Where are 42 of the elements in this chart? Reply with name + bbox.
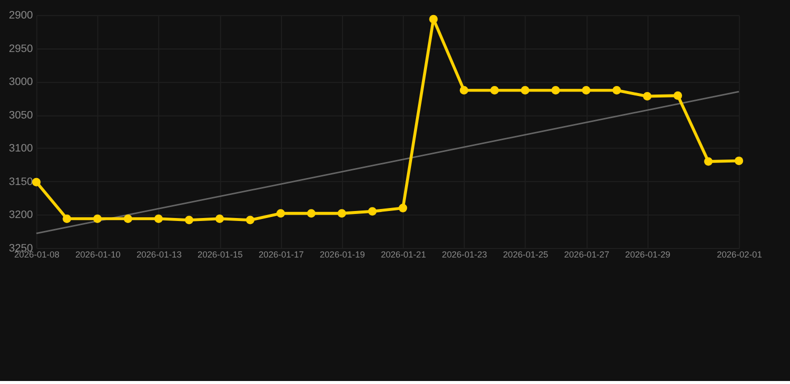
x-tick-label: 2026-01-29	[625, 249, 670, 260]
point	[124, 214, 132, 223]
x-tick-label: 2026-01-21	[380, 249, 426, 260]
point	[398, 204, 408, 212]
point	[674, 91, 682, 100]
x-tick-label: 2026-01-17	[258, 249, 304, 260]
point	[246, 216, 254, 224]
point	[154, 214, 163, 223]
x-tick-label: 2026-01-19	[320, 249, 365, 260]
point	[215, 214, 224, 223]
x-tick-label: 2026-01-23	[442, 249, 488, 260]
point	[32, 178, 41, 186]
point	[551, 86, 560, 95]
x-tick-label: 2026-01-10	[75, 249, 121, 260]
point	[62, 214, 72, 223]
y-tick-label: 3200	[8, 209, 33, 222]
point	[582, 86, 590, 95]
point	[490, 86, 499, 95]
point	[704, 157, 713, 166]
x-tick-label: 2026-01-15	[198, 249, 243, 260]
point	[368, 207, 377, 216]
point	[93, 214, 102, 223]
point	[276, 209, 285, 218]
point	[643, 92, 652, 101]
point	[307, 209, 316, 218]
point	[460, 86, 468, 95]
x-tick-label: 2026-01-25	[502, 249, 548, 260]
point	[612, 86, 621, 95]
point	[338, 209, 346, 218]
point	[520, 86, 530, 95]
y-tick-label: 2950	[8, 42, 33, 55]
y-tick-label: 3100	[8, 142, 33, 155]
y-tick-label: 3050	[8, 109, 33, 122]
x-tick-label: 2026-02-01	[716, 249, 762, 260]
y-tick-label: 3000	[8, 76, 33, 88]
point	[429, 14, 438, 24]
y-tick-label: 3150	[8, 176, 33, 188]
y-tick-label: 2900	[8, 10, 33, 22]
point	[184, 216, 194, 224]
point	[734, 156, 744, 166]
x-tick-label: 2026-01-27	[564, 249, 610, 260]
x-tick-label: 2026-01-13	[136, 249, 182, 260]
